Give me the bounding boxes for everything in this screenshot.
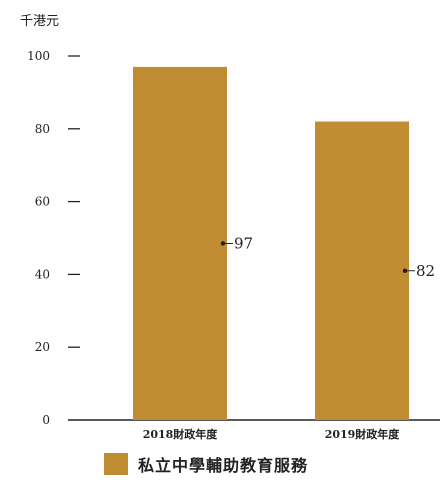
bar — [133, 66, 227, 421]
y-tick-label: 40 — [35, 267, 50, 281]
y-tick-label: 20 — [35, 340, 50, 354]
y-tick-label: 80 — [35, 122, 50, 136]
data-label: 82 — [416, 262, 435, 280]
x-tick-label: 2019財政年度 — [325, 427, 401, 441]
y-axis-unit-label: 千港元 — [20, 14, 60, 29]
legend-swatch — [104, 453, 128, 475]
legend: 私立中學輔助教育服務 — [104, 452, 308, 476]
bar — [315, 121, 409, 421]
data-label: 97 — [234, 234, 253, 252]
legend-label: 私立中學輔助教育服務 — [138, 456, 309, 475]
y-tick-label: 0 — [42, 413, 50, 427]
y-tick-label: 100 — [27, 49, 50, 63]
x-tick-label: 2018財政年度 — [143, 427, 219, 441]
y-tick-label: 60 — [35, 195, 50, 209]
